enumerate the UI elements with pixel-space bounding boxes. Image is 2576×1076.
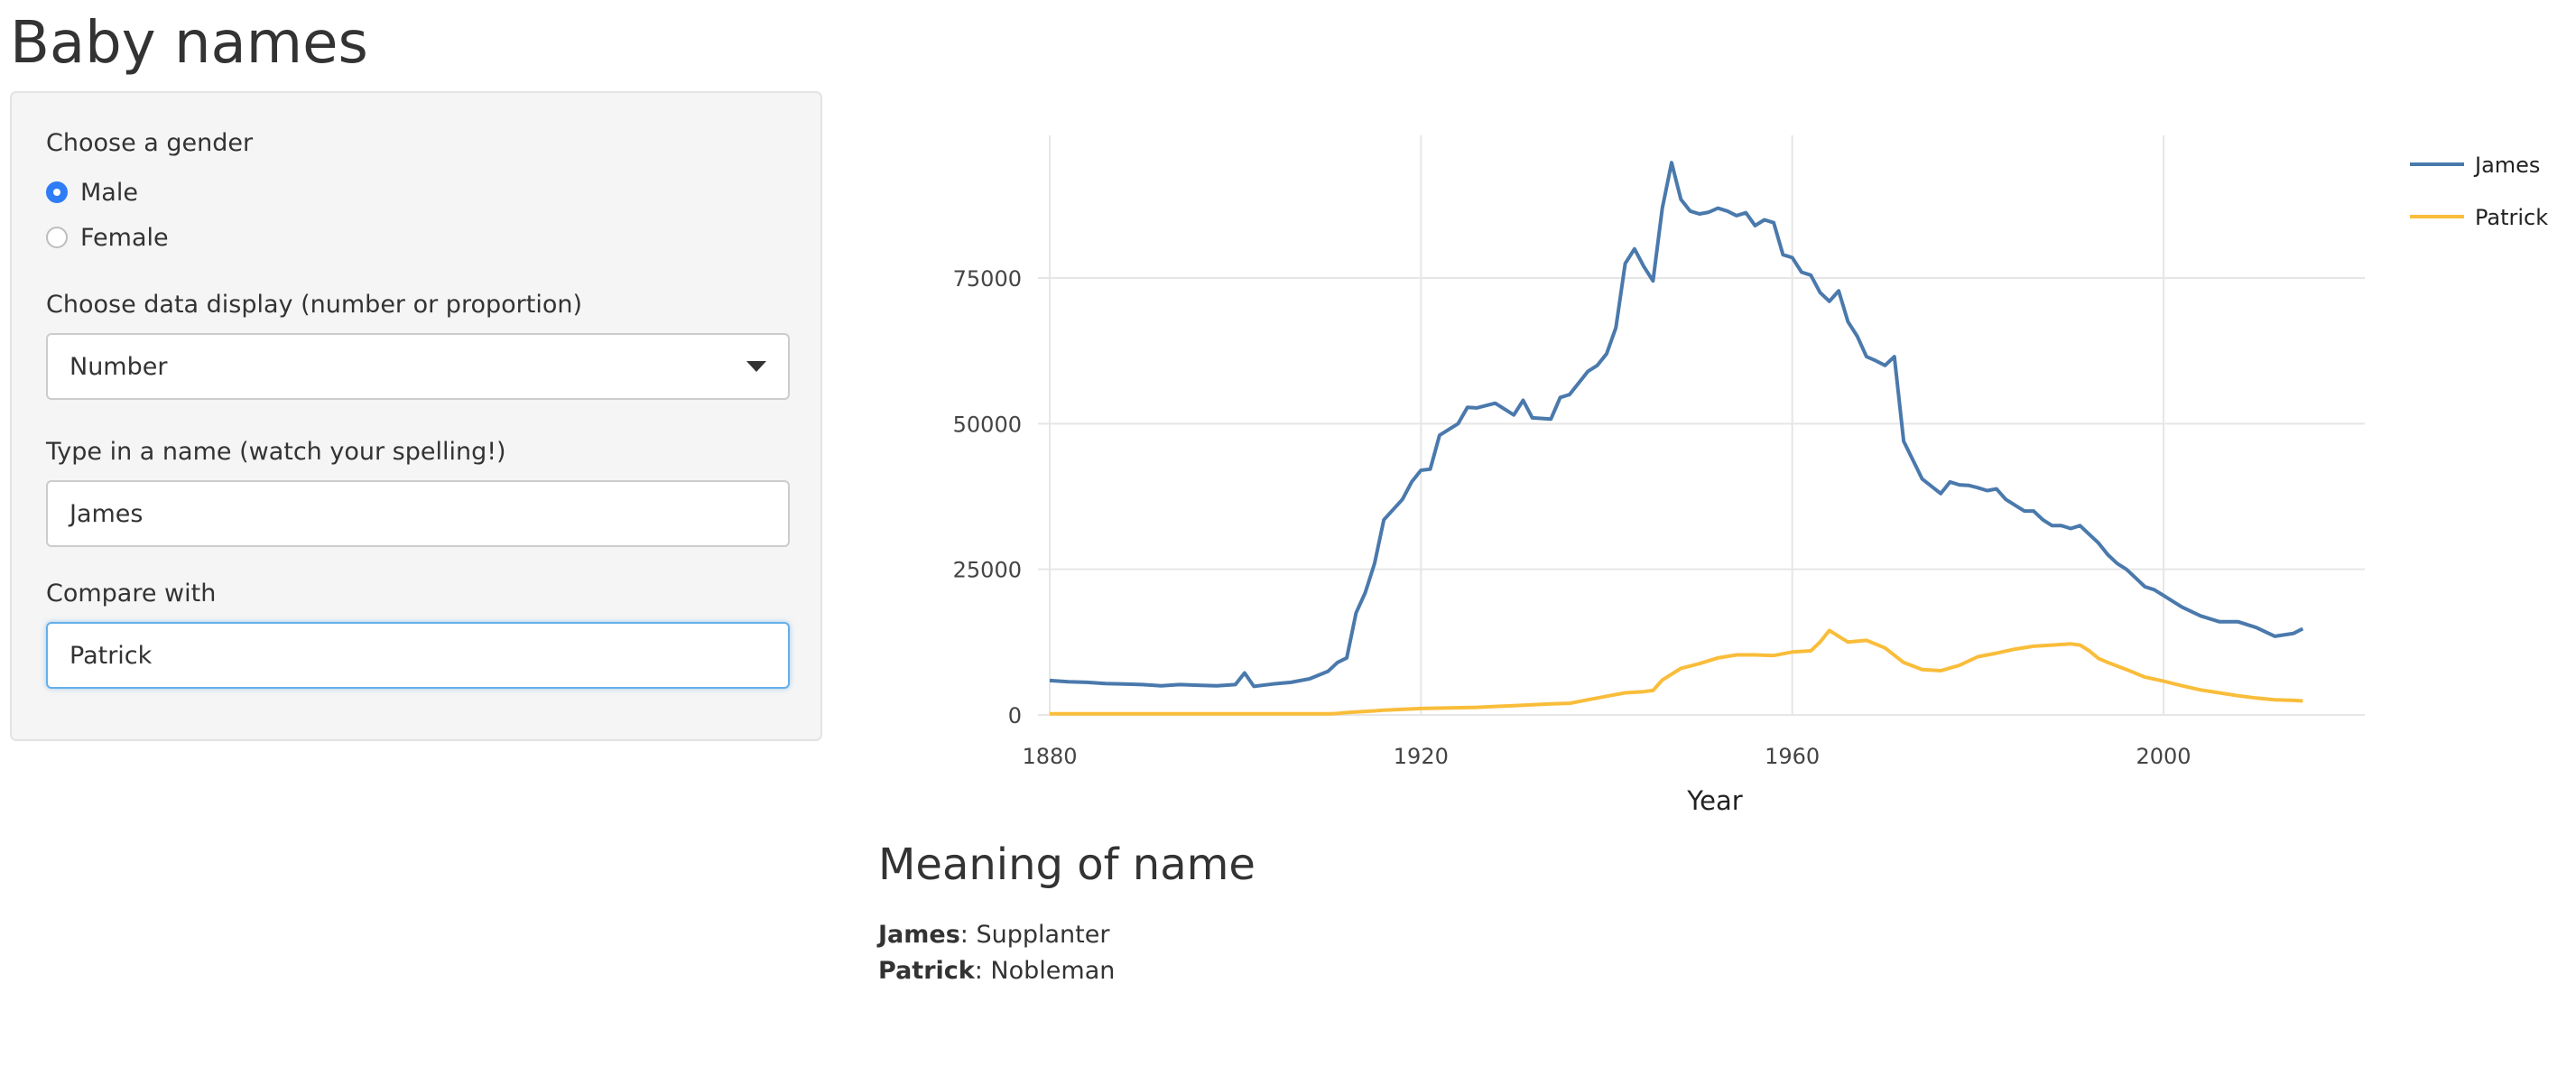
name-label: Type in a name (watch your spelling!)	[46, 438, 506, 466]
name-input-value: James	[69, 499, 144, 528]
x-axis-label: Year	[1686, 785, 1742, 816]
meaning-entry-james: James: Supplanter	[878, 921, 1110, 949]
gender-option-female-label: Female	[80, 223, 169, 252]
compare-label: Compare with	[46, 580, 217, 608]
display-select-value: Number	[69, 352, 168, 381]
meaning-title: Meaning of name	[878, 839, 1256, 890]
display-label: Choose data display (number or proportio…	[46, 291, 582, 319]
gender-option-female[interactable]: Female	[46, 215, 786, 260]
legend-label-james: James	[2473, 153, 2540, 178]
meaning-text-james: Supplanter	[976, 921, 1110, 949]
y-tick-label-25000: 25000	[953, 558, 1022, 583]
sidebar-panel: Choose a gender Male Female Choose data …	[10, 91, 822, 741]
chevron-down-icon	[746, 361, 766, 372]
display-select[interactable]: Number	[46, 333, 790, 400]
radio-female[interactable]	[46, 227, 68, 248]
compare-input-value: Patrick	[69, 641, 153, 670]
x-tick-label-1920: 1920	[1394, 744, 1449, 769]
x-tick-label-1960: 1960	[1765, 744, 1820, 769]
series-line-james	[1049, 161, 2304, 689]
compare-input[interactable]: Patrick	[46, 622, 790, 689]
y-tick-label-75000: 75000	[953, 266, 1022, 292]
baby-names-line-chart: 1880 1920 1960 2000 0 25000 50000 75000 Year Jame…	[953, 135, 2548, 816]
x-tick-label-1880: 1880	[1022, 744, 1077, 769]
name-input[interactable]: James	[46, 480, 790, 547]
radio-male[interactable]	[46, 181, 68, 203]
gender-label: Choose a gender	[46, 129, 254, 157]
series-line-patrick	[1050, 628, 2303, 716]
meaning-name-patrick: Patrick	[878, 957, 975, 985]
x-tick-label-2000: 2000	[2136, 744, 2191, 769]
meaning-entry-patrick: Patrick: Nobleman	[878, 957, 1116, 985]
meaning-name-james: James	[878, 921, 960, 949]
gender-option-male-label: Male	[80, 178, 138, 207]
gender-radio-group: Male Female	[46, 170, 786, 260]
page-title: Baby names	[10, 10, 368, 77]
meaning-text-patrick: Nobleman	[990, 957, 1116, 985]
y-tick-label-0: 0	[1008, 703, 1022, 728]
y-tick-label-50000: 50000	[953, 412, 1022, 437]
legend-label-patrick: Patrick	[2475, 205, 2548, 230]
gender-option-male[interactable]: Male	[46, 170, 786, 215]
